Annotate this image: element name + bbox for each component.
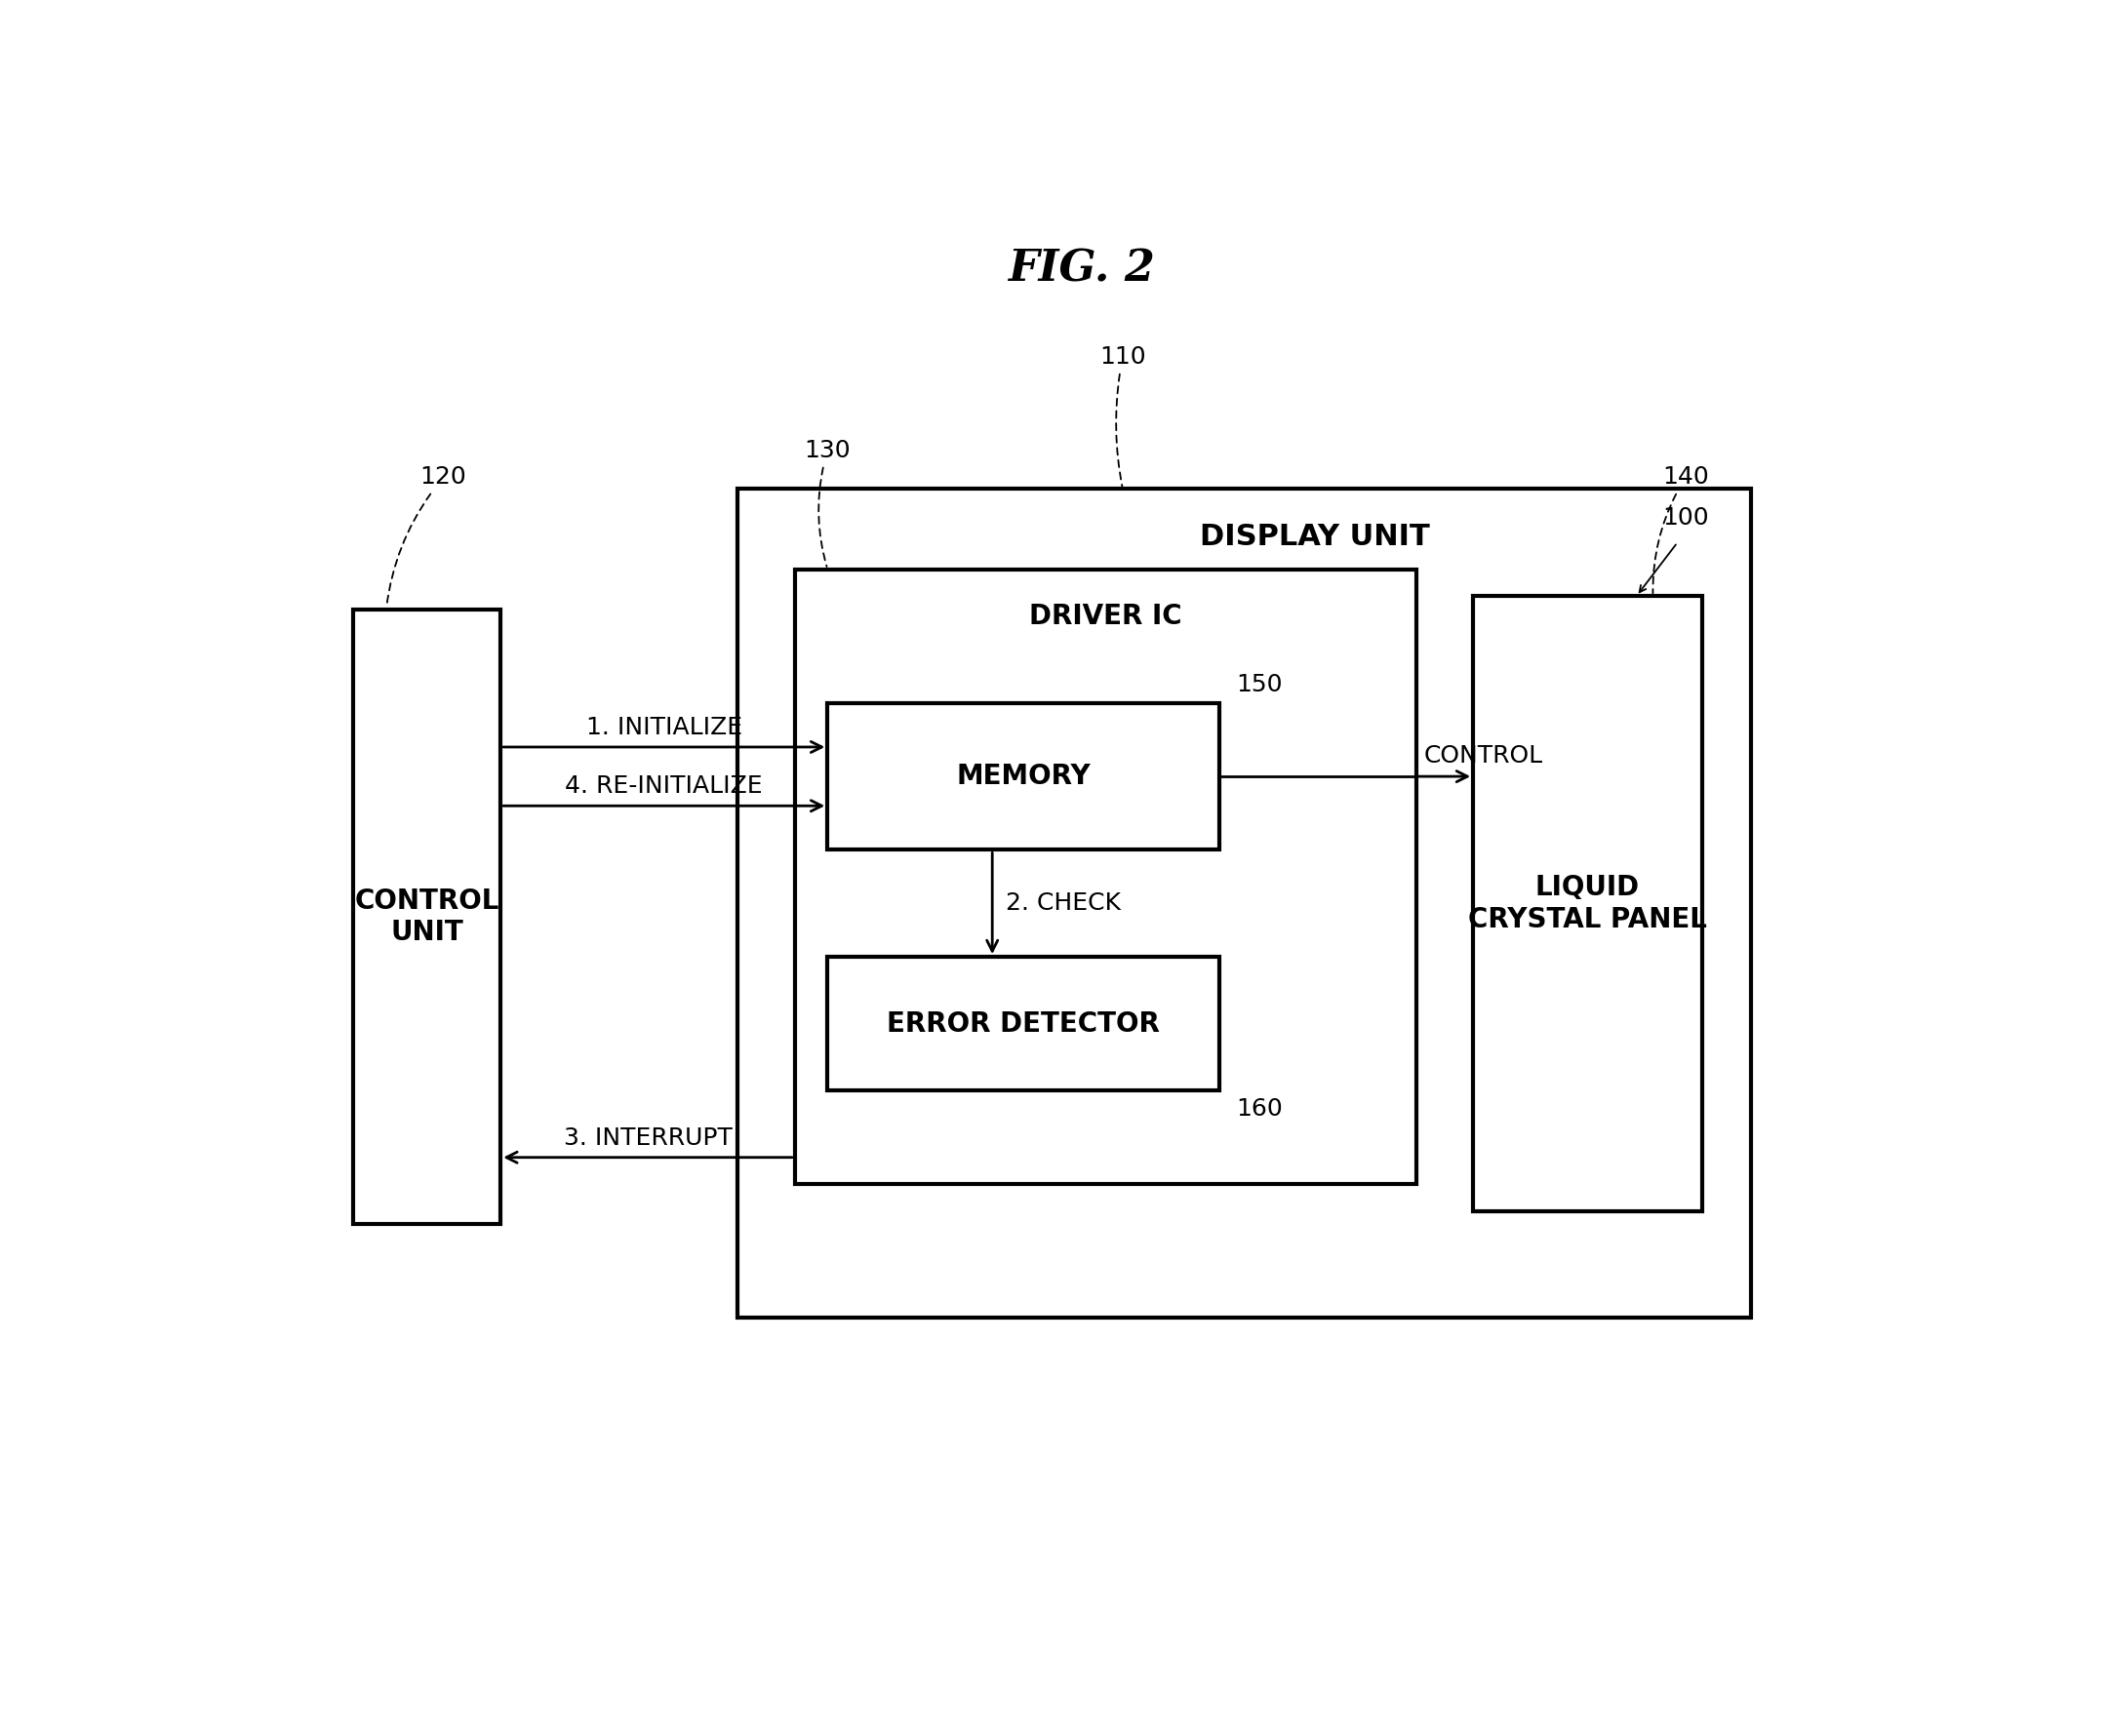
Text: 2. CHECK: 2. CHECK (1006, 892, 1120, 915)
Text: DRIVER IC: DRIVER IC (1029, 602, 1181, 630)
Text: 140: 140 (1653, 465, 1708, 594)
Text: 120: 120 (386, 465, 466, 606)
Text: 4. RE-INITIALIZE: 4. RE-INITIALIZE (565, 774, 763, 799)
Bar (827, 703, 1219, 851)
Bar (827, 957, 1219, 1090)
Bar (1474, 595, 1702, 1212)
Text: 150: 150 (1236, 674, 1282, 696)
Text: DISPLAY UNIT: DISPLAY UNIT (1200, 523, 1430, 550)
Text: ERROR DETECTOR: ERROR DETECTOR (888, 1010, 1160, 1038)
Text: CONTROL
UNIT: CONTROL UNIT (354, 887, 500, 946)
Text: 3. INTERRUPT: 3. INTERRUPT (563, 1127, 732, 1149)
Text: 100: 100 (1662, 505, 1708, 529)
Text: MEMORY: MEMORY (957, 762, 1090, 790)
Text: 130: 130 (804, 439, 850, 566)
Text: CONTROL: CONTROL (1424, 743, 1544, 767)
Text: LIQUID
CRYSTAL PANEL: LIQUID CRYSTAL PANEL (1468, 873, 1706, 932)
Bar (354, 609, 500, 1224)
Text: 110: 110 (1099, 345, 1145, 486)
Bar (795, 569, 1415, 1184)
Text: 160: 160 (1236, 1097, 1282, 1121)
Bar (738, 490, 1750, 1318)
Text: FIG. 2: FIG. 2 (1008, 248, 1154, 290)
Text: 1. INITIALIZE: 1. INITIALIZE (586, 715, 742, 740)
